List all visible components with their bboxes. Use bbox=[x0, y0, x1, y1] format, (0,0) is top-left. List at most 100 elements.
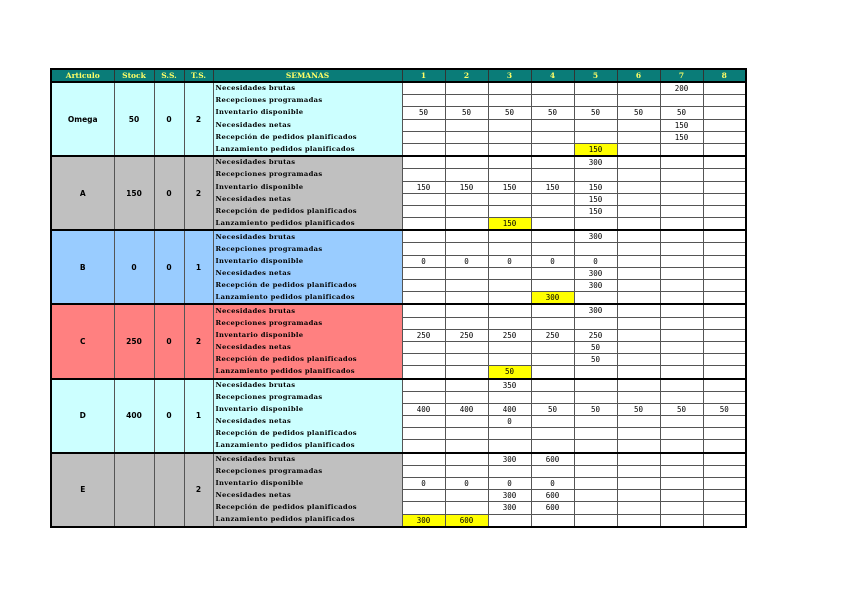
week-cell[interactable] bbox=[616, 168, 661, 182]
week-cell[interactable] bbox=[659, 168, 704, 182]
week-cell[interactable]: 600 bbox=[530, 501, 575, 515]
week-cell[interactable] bbox=[444, 242, 489, 256]
week-cell[interactable] bbox=[573, 94, 618, 108]
week-cell[interactable] bbox=[530, 439, 575, 454]
week-cell[interactable] bbox=[616, 513, 661, 528]
week-cell[interactable]: 150 bbox=[659, 130, 704, 144]
week-cell[interactable] bbox=[702, 106, 747, 120]
week-cell[interactable] bbox=[573, 415, 618, 429]
week-cell[interactable]: 250 bbox=[444, 328, 489, 342]
week-cell[interactable] bbox=[444, 501, 489, 515]
week-cell[interactable] bbox=[659, 217, 704, 231]
week-cell[interactable] bbox=[659, 192, 704, 206]
week-cell[interactable] bbox=[659, 328, 704, 342]
week-cell[interactable]: 50 bbox=[573, 106, 618, 120]
week-cell[interactable]: 0 bbox=[487, 415, 532, 429]
week-cell[interactable]: 50 bbox=[444, 106, 489, 120]
week-cell[interactable] bbox=[444, 439, 489, 454]
week-cell[interactable] bbox=[616, 476, 661, 491]
week-cell[interactable] bbox=[702, 266, 747, 281]
week-cell[interactable] bbox=[616, 94, 661, 108]
week-cell[interactable] bbox=[659, 476, 704, 491]
week-cell[interactable] bbox=[659, 254, 704, 268]
week-cell[interactable]: 50 bbox=[702, 402, 747, 417]
week-cell[interactable] bbox=[530, 192, 575, 206]
week-cell[interactable] bbox=[616, 390, 661, 404]
week-cell[interactable] bbox=[659, 439, 704, 454]
week-cell[interactable] bbox=[444, 353, 489, 367]
week-cell[interactable] bbox=[702, 353, 747, 367]
week-cell[interactable] bbox=[487, 513, 532, 528]
week-cell[interactable] bbox=[530, 118, 575, 132]
week-cell[interactable] bbox=[401, 242, 446, 256]
week-cell[interactable] bbox=[573, 377, 618, 392]
week-cell[interactable] bbox=[702, 217, 747, 231]
week-cell[interactable]: 0 bbox=[401, 476, 446, 491]
week-cell[interactable] bbox=[444, 94, 489, 108]
week-cell[interactable] bbox=[659, 451, 704, 466]
week-cell[interactable] bbox=[530, 353, 575, 367]
week-cell[interactable] bbox=[530, 427, 575, 441]
week-cell[interactable]: 0 bbox=[530, 476, 575, 491]
week-cell[interactable] bbox=[401, 278, 446, 293]
week-cell[interactable] bbox=[444, 303, 489, 318]
week-cell[interactable] bbox=[659, 180, 704, 194]
week-cell[interactable] bbox=[530, 316, 575, 330]
week-cell[interactable] bbox=[616, 415, 661, 429]
week-cell[interactable] bbox=[616, 464, 661, 479]
week-cell[interactable] bbox=[573, 217, 618, 231]
week-cell[interactable] bbox=[444, 130, 489, 144]
week-cell[interactable] bbox=[530, 130, 575, 144]
week-cell[interactable] bbox=[616, 278, 661, 293]
week-cell[interactable] bbox=[530, 142, 575, 157]
week-cell[interactable] bbox=[487, 303, 532, 318]
week-cell[interactable]: 200 bbox=[659, 81, 704, 96]
week-cell[interactable] bbox=[401, 291, 446, 305]
week-cell[interactable]: 0 bbox=[530, 254, 575, 268]
week-cell[interactable]: 150 bbox=[573, 180, 618, 194]
week-cell[interactable] bbox=[616, 328, 661, 342]
week-cell[interactable] bbox=[659, 513, 704, 528]
week-cell[interactable] bbox=[616, 291, 661, 305]
week-cell[interactable] bbox=[659, 501, 704, 515]
week-cell[interactable] bbox=[616, 118, 661, 132]
week-cell[interactable] bbox=[702, 192, 747, 206]
week-cell[interactable] bbox=[659, 266, 704, 281]
week-cell[interactable]: 0 bbox=[401, 254, 446, 268]
week-cell[interactable] bbox=[487, 94, 532, 108]
week-cell[interactable] bbox=[444, 291, 489, 305]
week-cell[interactable]: 150 bbox=[530, 180, 575, 194]
week-cell[interactable] bbox=[616, 501, 661, 515]
week-cell[interactable] bbox=[444, 365, 489, 379]
week-cell[interactable] bbox=[530, 94, 575, 108]
week-cell[interactable] bbox=[702, 464, 747, 479]
week-cell[interactable] bbox=[444, 489, 489, 503]
week-cell[interactable] bbox=[573, 501, 618, 515]
week-cell[interactable] bbox=[659, 204, 704, 219]
week-cell[interactable] bbox=[702, 340, 747, 355]
week-cell[interactable] bbox=[401, 340, 446, 355]
week-cell[interactable] bbox=[530, 303, 575, 318]
week-cell[interactable] bbox=[573, 118, 618, 132]
week-cell[interactable] bbox=[401, 390, 446, 404]
week-cell[interactable] bbox=[702, 316, 747, 330]
week-cell[interactable] bbox=[702, 451, 747, 466]
week-cell[interactable] bbox=[573, 242, 618, 256]
week-cell[interactable] bbox=[401, 316, 446, 330]
week-cell[interactable]: 300 bbox=[573, 278, 618, 293]
week-cell[interactable]: 250 bbox=[487, 328, 532, 342]
week-cell[interactable]: 0 bbox=[487, 476, 532, 491]
week-cell[interactable] bbox=[487, 353, 532, 367]
week-cell[interactable] bbox=[573, 427, 618, 441]
week-cell[interactable] bbox=[659, 353, 704, 367]
week-cell[interactable] bbox=[616, 451, 661, 466]
week-cell[interactable] bbox=[573, 464, 618, 479]
week-cell[interactable] bbox=[530, 464, 575, 479]
week-cell[interactable]: 50 bbox=[659, 106, 704, 120]
week-cell[interactable] bbox=[444, 217, 489, 231]
week-cell[interactable] bbox=[401, 439, 446, 454]
week-cell[interactable] bbox=[487, 81, 532, 96]
week-cell[interactable] bbox=[444, 81, 489, 96]
week-cell[interactable] bbox=[444, 451, 489, 466]
week-cell[interactable] bbox=[573, 439, 618, 454]
